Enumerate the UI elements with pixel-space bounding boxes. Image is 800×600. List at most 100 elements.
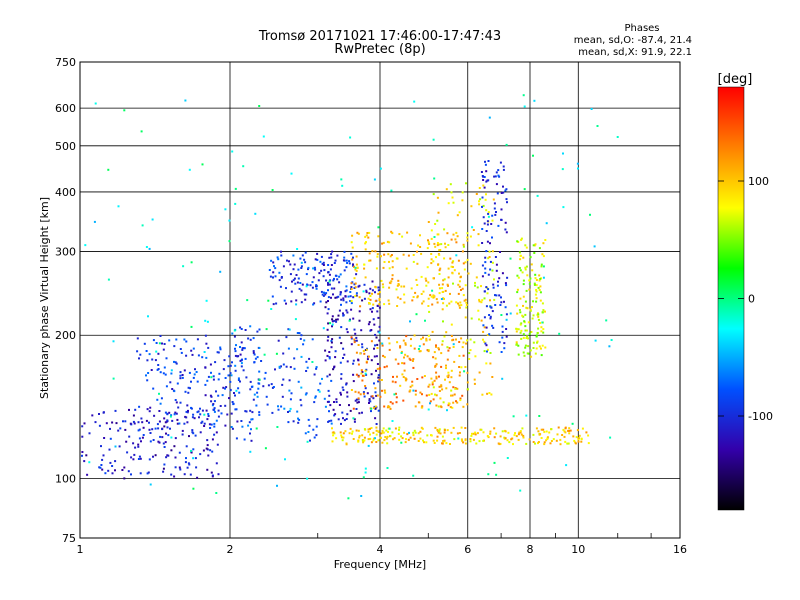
- echo-point: [280, 250, 282, 253]
- echo-point: [422, 300, 425, 303]
- echo-point: [465, 342, 468, 345]
- echo-point: [460, 438, 463, 441]
- echo-cluster-o-trace-low: [81, 408, 220, 480]
- echo-point: [526, 335, 529, 338]
- echo-point: [534, 442, 536, 445]
- echo-point: [447, 374, 450, 377]
- echo-point: [523, 188, 526, 191]
- echo-point: [188, 435, 190, 438]
- echo-point: [485, 305, 488, 308]
- echo-point: [416, 262, 419, 265]
- echo-point: [410, 338, 412, 341]
- echo-point: [351, 246, 354, 249]
- echo-point: [519, 323, 522, 326]
- echo-cluster-x-trace-base: [331, 426, 590, 446]
- echo-point: [491, 269, 494, 272]
- echo-point: [440, 243, 443, 246]
- echo-point: [350, 241, 353, 244]
- echo-point: [163, 343, 166, 345]
- echo-point: [478, 298, 481, 301]
- echo-point: [353, 265, 355, 268]
- echo-point: [594, 339, 597, 342]
- echo-point: [495, 294, 498, 297]
- echo-point: [297, 268, 300, 271]
- echo-point: [540, 265, 543, 268]
- echo-point: [535, 334, 538, 337]
- echo-point: [446, 232, 449, 235]
- echo-point: [490, 393, 493, 396]
- echo-point: [303, 258, 306, 261]
- echo-point: [461, 346, 464, 349]
- echo-point: [415, 278, 418, 281]
- echo-point: [299, 282, 302, 284]
- echo-point: [283, 299, 286, 302]
- echo-point: [450, 265, 453, 268]
- echo-point: [354, 282, 357, 285]
- echo-point: [335, 296, 338, 299]
- echo-point: [535, 289, 538, 291]
- echo-point: [228, 355, 231, 358]
- echo-point: [176, 422, 179, 425]
- echo-point: [396, 375, 398, 378]
- echo-point: [236, 420, 239, 423]
- echo-point: [138, 357, 140, 360]
- echo-point: [242, 165, 245, 168]
- echo-point: [435, 404, 438, 407]
- echo-point: [211, 450, 214, 453]
- echo-point: [491, 214, 494, 217]
- echo-point: [367, 444, 370, 447]
- echo-point: [391, 431, 394, 434]
- echo-point: [375, 433, 378, 436]
- echo-point: [392, 438, 395, 441]
- echo-point: [371, 310, 373, 313]
- echo-point: [458, 211, 461, 214]
- echo-point: [206, 418, 209, 421]
- echo-point: [305, 285, 308, 288]
- echo-point: [311, 281, 314, 284]
- echo-point: [505, 284, 508, 287]
- echo-point: [609, 436, 612, 439]
- echo-point: [207, 346, 210, 349]
- echo-point: [376, 310, 379, 313]
- echo-point: [378, 367, 381, 370]
- echo-point: [447, 284, 449, 287]
- echo-point: [464, 284, 467, 287]
- echo-point: [409, 242, 412, 245]
- echo-point: [350, 389, 353, 391]
- echo-point: [487, 257, 490, 260]
- echo-point: [391, 232, 394, 235]
- echo-point: [484, 160, 486, 163]
- echo-point: [489, 260, 492, 263]
- echo-point: [572, 435, 575, 438]
- echo-point: [555, 439, 558, 442]
- echo-point: [163, 425, 166, 428]
- echo-point: [292, 279, 295, 282]
- echo-point: [520, 322, 523, 325]
- echo-point: [478, 200, 480, 203]
- echo-point: [344, 295, 347, 298]
- echo-point: [333, 365, 336, 368]
- echo-point: [335, 274, 338, 277]
- echo-point: [282, 378, 285, 381]
- echo-point: [377, 430, 380, 433]
- echo-point: [486, 350, 488, 353]
- echo-point: [432, 277, 435, 280]
- echo-point: [364, 372, 367, 375]
- echo-point: [522, 94, 525, 97]
- echo-point: [504, 430, 507, 433]
- echo-point: [205, 447, 208, 450]
- echo-point: [217, 473, 220, 476]
- echo-point: [329, 404, 332, 407]
- echo-point: [386, 467, 389, 469]
- echo-point: [215, 492, 218, 494]
- echo-point: [361, 299, 364, 302]
- echo-point: [468, 358, 471, 360]
- echo-point: [414, 389, 417, 392]
- echo-point: [298, 418, 301, 421]
- echo-point: [331, 250, 334, 253]
- echo-point: [326, 354, 329, 357]
- echo-point: [482, 439, 485, 442]
- echo-point: [132, 414, 135, 417]
- echo-point: [328, 357, 331, 360]
- echo-point: [355, 429, 358, 432]
